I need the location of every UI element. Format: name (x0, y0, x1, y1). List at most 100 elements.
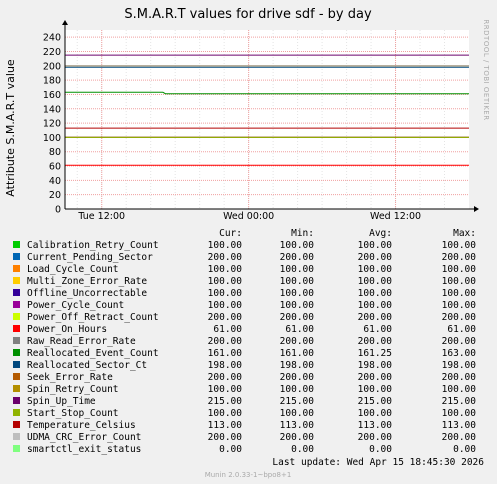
legend-series-name: UDMA_CRC_Error_Count (27, 432, 141, 443)
series-lines (65, 54, 469, 210)
y-tick-label: 180 (43, 76, 61, 87)
legend-value: 100.00 (208, 300, 243, 311)
legend-swatch (13, 445, 20, 452)
legend-value: 100.00 (208, 276, 243, 287)
legend-value: 100.00 (280, 288, 315, 299)
y-tick-label: 60 (49, 162, 61, 173)
legend-swatch (13, 421, 20, 428)
legend-value: 200.00 (280, 252, 315, 263)
plot-area (65, 30, 469, 209)
legend-value: 100.00 (208, 384, 243, 395)
legend-value: 100.00 (442, 384, 477, 395)
axes (62, 20, 479, 212)
legend-value: 200.00 (358, 252, 393, 263)
series-line (65, 91, 469, 95)
legend-value: 100.00 (208, 408, 243, 419)
legend-series-name: Multi_Zone_Error_Rate (27, 276, 147, 287)
legend-value: 200.00 (442, 336, 477, 347)
legend-value: 215.00 (442, 396, 477, 407)
legend-column-header: Min: (291, 228, 314, 239)
legend-value: 161.00 (280, 348, 315, 359)
legend-value: 100.00 (358, 276, 393, 287)
legend-series-name: Power_Off_Retract_Count (27, 312, 159, 323)
legend-value: 200.00 (280, 312, 315, 323)
legend-column-header: Avg: (369, 228, 392, 239)
legend-series-name: Start_Stop_Count (27, 408, 119, 419)
legend-swatch (13, 409, 20, 416)
legend-value: 200.00 (280, 432, 315, 443)
legend-value: 198.00 (280, 360, 315, 371)
legend-series-name: Seek_Error_Rate (27, 372, 113, 383)
legend-series-name: Power_On_Hours (27, 324, 107, 335)
legend-value: 200.00 (280, 372, 315, 383)
y-tick-label: 40 (49, 176, 61, 187)
legend-value: 113.00 (358, 420, 393, 431)
legend-swatch (13, 349, 20, 356)
legend-series-name: smartctl_exit_status (27, 444, 141, 455)
y-tick-label: 80 (49, 147, 61, 158)
legend-column-header: Max: (453, 228, 476, 239)
last-update: Last update: Wed Apr 15 18:45:30 2026 (272, 457, 484, 468)
legend-value: 200.00 (208, 336, 243, 347)
legend-value: 0.00 (219, 444, 242, 455)
legend-value: 200.00 (358, 432, 393, 443)
legend-value: 200.00 (442, 432, 477, 443)
legend-swatch (13, 265, 20, 272)
legend-value: 100.00 (442, 264, 477, 275)
legend-swatch (13, 253, 20, 260)
legend-value: 100.00 (358, 264, 393, 275)
legend-series-name: Raw_Read_Error_Rate (27, 336, 136, 347)
legend-value: 198.00 (442, 360, 477, 371)
legend-value: 100.00 (280, 264, 315, 275)
x-tick-labels: Tue 12:00 Wed 00:00 Wed 12:00 (77, 211, 421, 222)
legend-value: 198.00 (208, 360, 243, 371)
legend-table: Cur: Min: Avg: Max: Calibration_Retry_Count 1… (13, 228, 476, 455)
y-tick-label: 120 (43, 119, 61, 130)
legend-series-name: Calibration_Retry_Count (27, 240, 159, 251)
legend-value: 161.00 (208, 348, 243, 359)
legend-value: 113.00 (280, 420, 315, 431)
legend-value: 200.00 (358, 336, 393, 347)
legend-value: 100.00 (208, 264, 243, 275)
x-tick-label: Wed 12:00 (370, 211, 421, 222)
legend-value: 200.00 (442, 252, 477, 263)
legend-value: 163.00 (442, 348, 477, 359)
legend-value: 61.00 (285, 324, 314, 335)
legend-value: 100.00 (280, 240, 315, 251)
legend-value: 113.00 (442, 420, 477, 431)
legend-value: 215.00 (208, 396, 243, 407)
y-tick-label: 100 (43, 133, 61, 144)
legend-series-name: Reallocated_Sector_Ct (27, 360, 147, 371)
legend-series-name: Spin_Retry_Count (27, 384, 119, 395)
legend-value: 100.00 (358, 240, 393, 251)
legend-value: 100.00 (442, 288, 477, 299)
legend-value: 0.00 (453, 444, 476, 455)
legend-series-name: Spin_Up_Time (27, 396, 96, 407)
x-tick-label: Tue 12:00 (77, 211, 125, 222)
legend-value: 215.00 (280, 396, 315, 407)
y-axis-label: Attribute S.M.A.R.T value (4, 59, 17, 197)
y-tick-label: 240 (43, 33, 61, 44)
legend-value: 61.00 (363, 324, 392, 335)
legend-series-name: Temperature_Celsius (27, 420, 136, 431)
legend-series-name: Load_Cycle_Count (27, 264, 119, 275)
y-tick-label: 140 (43, 104, 61, 115)
y-axis-arrow (62, 20, 68, 25)
legend-value: 100.00 (358, 300, 393, 311)
legend-value: 100.00 (208, 288, 243, 299)
y-tick-label: 200 (43, 61, 61, 72)
legend-value: 100.00 (358, 288, 393, 299)
legend-value: 198.00 (358, 360, 393, 371)
legend-value: 215.00 (358, 396, 393, 407)
legend-swatch (13, 325, 20, 332)
legend-value: 100.00 (280, 384, 315, 395)
legend-series-name: Reallocated_Event_Count (27, 348, 159, 359)
y-tick-labels: 0 20 40 60 80 100 120 140 160 180 200 220 240 (43, 33, 61, 216)
legend-value: 100.00 (442, 240, 477, 251)
legend-swatch (13, 277, 20, 284)
legend-value: 200.00 (208, 372, 243, 383)
legend-value: 100.00 (442, 276, 477, 287)
legend-value: 100.00 (280, 300, 315, 311)
legend-swatch (13, 289, 20, 296)
legend-swatch (13, 433, 20, 440)
